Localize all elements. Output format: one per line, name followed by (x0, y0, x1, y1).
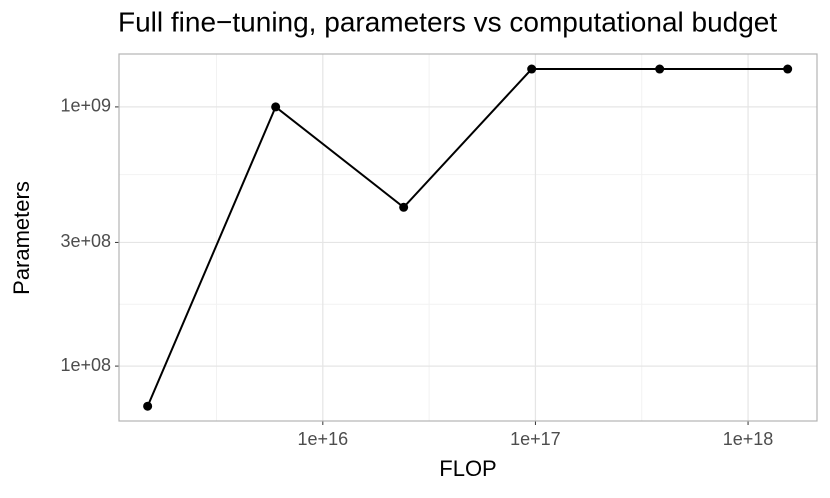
x-tick-label: 1e+18 (723, 429, 774, 449)
y-tick-label: 3e+08 (60, 231, 111, 251)
x-axis-title: FLOP (439, 456, 496, 481)
point (655, 64, 665, 74)
x-tick-label: 1e+16 (298, 429, 349, 449)
line (146, 68, 788, 407)
chart-title: Full fine−tuning, parameters vs computat… (118, 6, 777, 37)
point (271, 102, 281, 112)
y-tick-label: 1e+08 (60, 355, 111, 375)
panel-border (118, 53, 818, 422)
point (143, 401, 153, 411)
point (527, 64, 537, 74)
y-axis-title: Parameters (9, 181, 34, 295)
point (399, 202, 409, 212)
point (783, 64, 793, 74)
x-tick-label: 1e+17 (510, 429, 561, 449)
y-tick-label: 1e+09 (60, 96, 111, 116)
